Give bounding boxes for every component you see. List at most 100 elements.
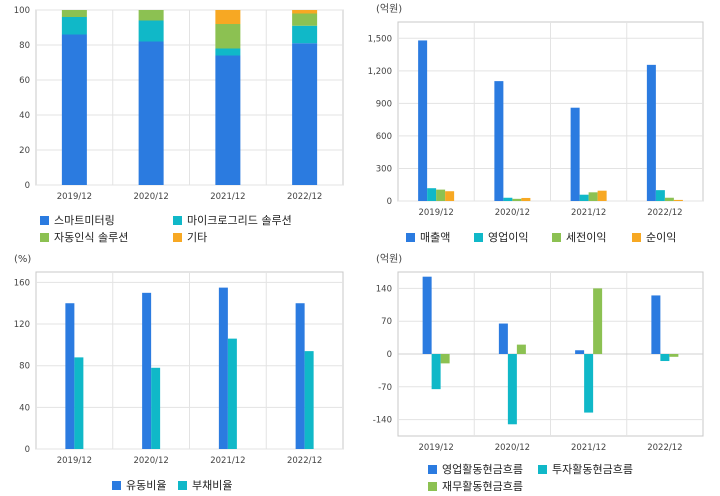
legend-label: 마이크로그리드 솔루션 [187,214,292,227]
bar [503,197,513,201]
unit-label: (억원) [376,3,402,15]
income-chart-panel: 0 300 600 900 1,200 1,500 (억원) 2019/12 2020/12 20… [360,0,720,248]
bar-segment [138,41,164,185]
legend-item-operating-cf: 영업활동현금흐름 [428,461,523,477]
bar [498,323,508,354]
legend-label: 순이익 [646,231,677,244]
bar [151,367,161,449]
bar [646,64,656,201]
bar-segment [215,48,241,56]
y-tick-label: 120 [14,320,30,330]
y-tick-label: -70 [378,383,392,393]
legend-label: 자동인식 솔루션 [54,231,129,244]
bar-segment [61,17,87,35]
y-tick-label: 80 [19,41,30,51]
y-tick-label: 300 [376,164,392,174]
legend-swatch [40,233,49,242]
legend-item-net-profit: 순이익 [632,229,676,245]
legend-item-auto-recognition: 자동인식 솔루션 [40,229,128,245]
y-tick-label: 1,500 [368,34,392,44]
bar [575,350,585,354]
bar [507,354,517,425]
y-tick-label: 100 [14,6,30,16]
legend-swatch [178,481,187,490]
bar [584,354,594,413]
y-tick-label: 40 [19,111,30,121]
bar [142,292,152,449]
bar-segment [215,24,241,49]
bar-segment [292,43,318,185]
bar [669,354,679,357]
unit-label: (억원) [376,253,402,265]
bar [664,197,674,201]
legend-swatch [406,233,415,242]
bar [422,276,432,354]
income-legend: 매출액 영업이익 세전이익 순이익 [406,229,716,245]
bar [516,344,526,354]
y-tick-label: 140 [376,284,392,294]
ratio-legend: 유동비율 부채비율 [112,477,312,493]
legend-swatch [112,481,121,490]
bar [295,303,305,449]
legend-item-microgrid: 마이크로그리드 솔루션 [173,212,292,228]
bar [673,199,683,201]
ratio-chart-panel: 0 40 80 120 160 (%) 2019/12 2020/12 2021/12 2022/… [0,248,360,496]
unit-label: (%) [14,254,31,265]
legend-label: 투자활동현금흐름 [552,463,633,476]
bar [579,194,589,201]
bar [588,192,598,201]
y-tick-label: 20 [19,146,30,156]
bar-segment [292,13,318,26]
bar [436,189,446,201]
x-tick-label: 2022/12 [287,192,322,202]
x-tick-label: 2022/12 [647,443,682,453]
bar-segment [138,20,164,42]
bar-segment [61,34,87,185]
legend-item-smart-metering: 스마트미터링 [40,212,115,228]
legend-item-other: 기타 [173,229,207,245]
y-tick-label: 900 [376,99,392,109]
bar [227,338,237,449]
legend-swatch [552,233,561,242]
bar [512,198,522,201]
legend-swatch [428,482,437,491]
bar [218,287,228,449]
x-tick-label: 2021/12 [571,443,606,453]
y-tick-label: 0 [25,181,30,191]
legend-item-current-ratio: 유동비율 [112,477,166,493]
x-tick-label: 2022/12 [647,208,682,218]
legend-label: 영업활동현금흐름 [442,463,523,476]
legend-item-pretax-profit: 세전이익 [552,229,606,245]
x-tick-label: 2021/12 [571,208,606,218]
legend-swatch [538,465,547,474]
bar [597,190,607,201]
legend-label: 기타 [187,231,208,244]
ratio-chart: 0 40 80 120 160 (%) 2019/12 2020/12 2021/12 2022/… [14,254,344,466]
legend-item-operating-profit: 영업이익 [474,229,528,245]
bar [660,354,670,362]
y-tick-label: 40 [19,403,30,413]
bar-segment [215,10,241,24]
bar-segment [292,10,318,14]
bar [304,351,314,449]
bar-segment [138,10,164,21]
bar [445,191,455,201]
bar [427,188,437,201]
bar [418,40,428,201]
bar [494,81,504,201]
y-tick-label: 80 [19,362,30,372]
legend-swatch [173,216,182,225]
y-tick-label: 0 [387,350,392,360]
y-tick-label: 600 [376,132,392,142]
bar [74,357,84,449]
legend-label: 세전이익 [566,231,607,244]
income-chart: 0 300 600 900 1,200 1,500 (억원) 2019/12 2020/12 20… [368,3,704,218]
y-tick-label: 60 [19,76,30,86]
y-tick-label: 0 [25,445,30,455]
bar [65,303,75,449]
x-tick-label: 2022/12 [287,456,322,466]
legend-label: 유동비율 [126,479,167,492]
cashflow-chart-panel: -140 -70 0 70 140 (억원) 2019/12 2020/12 2021/12 20… [360,248,720,496]
bar [440,354,450,364]
x-tick-label: 2019/12 [57,192,92,202]
